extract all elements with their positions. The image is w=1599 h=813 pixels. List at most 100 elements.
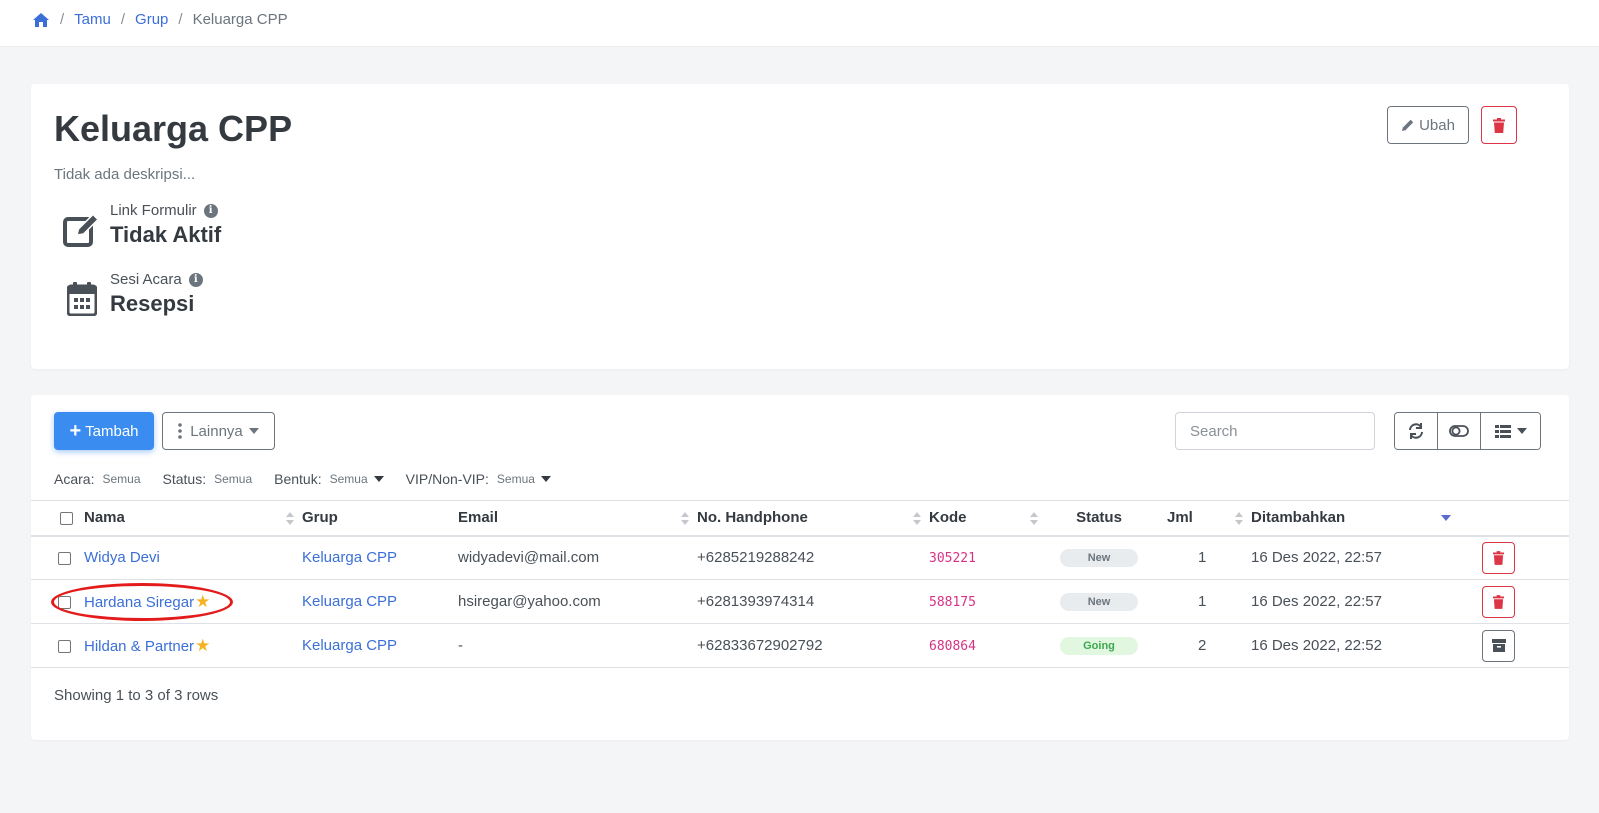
guest-count: 1: [1152, 579, 1251, 624]
guest-phone: +6281393974314: [697, 579, 929, 624]
page-title: Keluarga CPP: [54, 108, 293, 149]
top-bar: / Tamu / Grup / Keluarga CPP: [0, 0, 1599, 47]
row-checkbox[interactable]: [58, 551, 71, 565]
toggle-icon: [1449, 425, 1469, 437]
link-formulir-info: Link Formulir i Tidak Aktif: [54, 202, 221, 254]
column-header-grup: Grup: [302, 500, 458, 537]
plus-icon: +: [69, 420, 82, 442]
filter-vip[interactable]: VIP/Non-VIP: Semua: [406, 471, 551, 487]
breadcrumb-separator: /: [60, 11, 65, 28]
trash-icon: [1493, 550, 1504, 565]
guest-table-card: + Tambah Lainnya Acara:Semua: [31, 395, 1569, 740]
filter-bar: Acara: Semua Status: Semua Bentuk: Semua VI…: [54, 471, 573, 487]
select-all-checkbox-cell: [31, 500, 84, 537]
guest-email: hsiregar@yahoo.com: [458, 579, 697, 624]
guest-phone: +6285219288242: [697, 535, 929, 580]
status-badge: New: [1060, 549, 1138, 568]
sort-icon: [1030, 512, 1038, 526]
vertical-dots-icon: [178, 423, 183, 439]
status-badge: New: [1060, 593, 1138, 611]
guest-group-link[interactable]: Keluarga CPP: [302, 637, 398, 654]
breadcrumb: / Tamu / Grup / Keluarga CPP: [32, 11, 288, 28]
guest-name-link[interactable]: Hildan & Partner: [84, 637, 195, 655]
column-header-jml[interactable]: Jml: [1152, 500, 1251, 537]
column-header-phone[interactable]: No. Handphone: [697, 500, 929, 537]
column-header-email[interactable]: Email: [458, 500, 697, 537]
column-header-status: Status: [1046, 500, 1152, 537]
guest-email: widyadevi@mail.com: [458, 535, 697, 580]
column-header-actions: [1464, 500, 1569, 537]
table-row[interactable]: Hardana Siregar★ Keluarga CPP hsiregar@y…: [31, 579, 1569, 624]
search-input[interactable]: [1175, 412, 1375, 450]
sort-icon: [1235, 512, 1243, 526]
edit-square-icon: [54, 206, 110, 254]
edit-button[interactable]: Ubah: [1387, 106, 1469, 144]
table-row[interactable]: Hildan & Partner★ Keluarga CPP - +628336…: [31, 623, 1569, 668]
guest-count: 2: [1152, 623, 1251, 668]
table-row[interactable]: Widya Devi Keluarga CPP widyadevi@mail.c…: [31, 535, 1569, 580]
sort-icon: [286, 512, 294, 526]
pagination-info: Showing 1 to 3 of 3 rows: [54, 687, 219, 704]
trash-icon: [1493, 117, 1505, 133]
breadcrumb-grup[interactable]: Grup: [135, 11, 169, 28]
pencil-icon: [1401, 118, 1415, 132]
refresh-button[interactable]: [1395, 413, 1438, 449]
archive-icon: [1491, 639, 1506, 652]
guest-code: 305221: [929, 551, 976, 567]
guest-group-link[interactable]: Keluarga CPP: [302, 549, 398, 567]
guest-table: Nama Grup Email No. Handphone Kode Statu…: [31, 500, 1569, 668]
table-toolbar: [1394, 412, 1541, 450]
list-icon: [1494, 424, 1511, 438]
column-header-ditambahkan[interactable]: Ditambahkan: [1251, 500, 1464, 537]
link-formulir-label: Link Formulir: [110, 202, 197, 219]
table-header-row: Nama Grup Email No. Handphone Kode Statu…: [31, 500, 1569, 537]
guest-count: 1: [1152, 535, 1251, 580]
group-description: Tidak ada deskripsi...: [54, 166, 196, 183]
toggle-view-button[interactable]: [1438, 413, 1481, 449]
guest-group-link[interactable]: Keluarga CPP: [302, 593, 398, 610]
info-icon[interactable]: i: [203, 203, 218, 218]
sesi-acara-info: Sesi Acara i Resepsi: [54, 271, 203, 323]
delete-guest-button[interactable]: [1482, 541, 1515, 574]
group-detail-card: Keluarga CPP Tidak ada deskripsi... Ubah…: [31, 84, 1569, 369]
sort-desc-icon: [1441, 515, 1451, 521]
column-header-nama[interactable]: Nama: [84, 500, 302, 537]
archive-guest-button[interactable]: [1482, 629, 1515, 662]
guest-email: -: [458, 623, 697, 668]
status-badge: Going: [1060, 637, 1138, 655]
guest-name-link[interactable]: Widya Devi: [84, 549, 160, 567]
filter-status[interactable]: Status: Semua: [162, 471, 253, 487]
guest-added-date: 16 Des 2022, 22:57: [1251, 579, 1464, 624]
home-icon[interactable]: [32, 12, 50, 28]
filter-acara[interactable]: Acara: Semua: [54, 471, 141, 487]
column-header-kode[interactable]: Kode: [929, 500, 1046, 537]
sort-icon: [681, 512, 689, 526]
select-all-checkbox[interactable]: [60, 511, 73, 525]
delete-group-button[interactable]: [1481, 106, 1517, 144]
guest-name-link[interactable]: Hardana Siregar: [84, 593, 195, 611]
guest-code: 588175: [929, 595, 976, 610]
caret-down-icon: [373, 476, 384, 482]
row-checkbox[interactable]: [58, 639, 71, 653]
columns-dropdown-button[interactable]: [1481, 413, 1540, 449]
sesi-acara-value: Resepsi: [110, 291, 195, 316]
info-icon[interactable]: i: [188, 272, 203, 287]
caret-down-icon: [1516, 428, 1527, 434]
guest-phone: +62833672902792: [697, 623, 929, 668]
refresh-icon: [1407, 422, 1425, 440]
sort-icon: [913, 512, 921, 526]
caret-down-icon: [540, 476, 551, 482]
more-dropdown-button[interactable]: Lainnya: [162, 412, 275, 450]
breadcrumb-separator: /: [178, 11, 183, 28]
guest-code: 680864: [929, 639, 976, 654]
calendar-icon: [54, 275, 110, 323]
star-icon: ★: [195, 635, 211, 655]
sesi-acara-label: Sesi Acara: [110, 271, 182, 288]
filter-bentuk[interactable]: Bentuk: Semua: [274, 471, 384, 487]
guest-added-date: 16 Des 2022, 22:52: [1251, 623, 1464, 668]
row-checkbox[interactable]: [58, 595, 71, 609]
breadcrumb-tamu[interactable]: Tamu: [74, 11, 111, 28]
delete-guest-button[interactable]: [1482, 585, 1515, 618]
add-guest-button[interactable]: + Tambah: [54, 412, 154, 450]
breadcrumb-separator: /: [120, 11, 126, 28]
